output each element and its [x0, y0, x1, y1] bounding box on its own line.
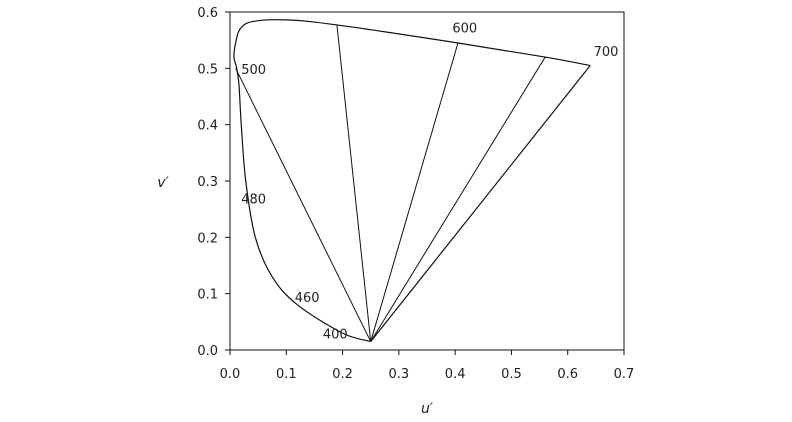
wavelength-labels: 700 600 500 480 460 400 — [241, 21, 618, 342]
series-group — [233, 19, 591, 343]
ray-line — [370, 42, 459, 342]
plot-frame — [229, 11, 625, 351]
spectral-locus-line — [233, 19, 591, 343]
y-axis-ticks: 0.0 0.1 0.2 0.3 0.4 0.5 0.6 — [197, 6, 230, 359]
y-tick-label: 0.2 — [197, 231, 218, 246]
ray-line — [336, 24, 372, 342]
y-tick-label: 0.0 — [197, 344, 218, 359]
y-tick-label: 0.1 — [197, 288, 218, 303]
y-tick-label: 0.6 — [197, 6, 218, 21]
x-tick-label: 0.1 — [276, 367, 297, 382]
y-tick-label: 0.5 — [197, 62, 218, 77]
x-tick-label: 0.4 — [445, 367, 466, 382]
x-axis-ticks: 0.0 0.1 0.2 0.3 0.4 0.5 0.6 0.7 — [220, 350, 635, 382]
x-tick-label: 0.0 — [220, 367, 241, 382]
x-tick-label: 0.7 — [614, 367, 635, 382]
wavelength-label: 700 — [594, 45, 619, 60]
wavelength-label: 500 — [241, 63, 266, 78]
x-tick-label: 0.5 — [501, 367, 522, 382]
ray-line — [370, 56, 546, 342]
y-tick-label: 0.4 — [197, 119, 218, 134]
x-tick-label: 0.3 — [389, 367, 410, 382]
rays-group — [235, 24, 546, 342]
x-axis-label: u′ — [421, 401, 434, 417]
y-axis-label: v′ — [157, 175, 169, 191]
wavelength-label: 400 — [323, 328, 348, 343]
y-tick-label: 0.3 — [197, 175, 218, 190]
wavelength-label: 480 — [241, 193, 266, 208]
x-tick-label: 0.2 — [332, 367, 353, 382]
wavelength-label: 600 — [452, 21, 477, 36]
wavelength-label: 460 — [295, 291, 320, 306]
line-of-purples-line — [370, 65, 591, 342]
x-tick-label: 0.6 — [557, 367, 578, 382]
ray-line — [235, 68, 372, 342]
